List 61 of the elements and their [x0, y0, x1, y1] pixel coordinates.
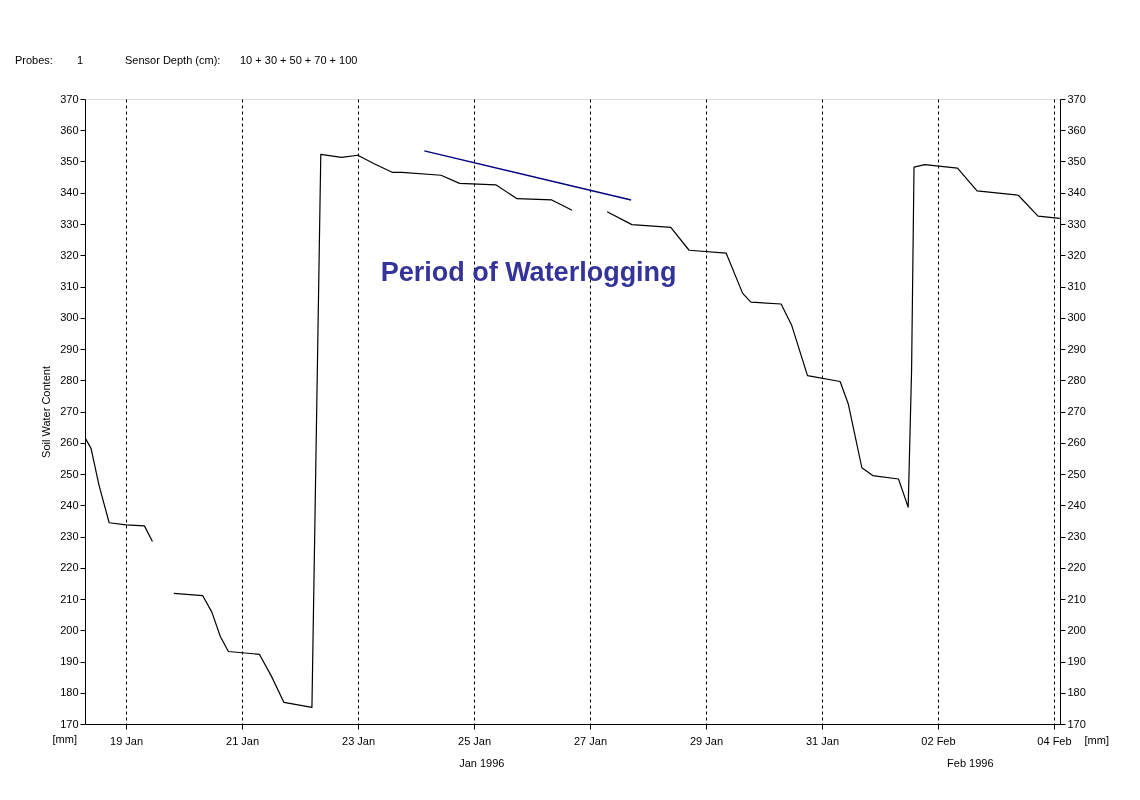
x-tick-label: 04 Feb	[1037, 734, 1072, 747]
y2-tick-label: 290	[1067, 342, 1086, 355]
y-tick-label: 320	[60, 248, 79, 261]
y-tick-label: 250	[60, 467, 79, 480]
y2-tick-label: 340	[1067, 186, 1086, 199]
y-tick-label: 230	[60, 530, 79, 542]
text: Sensor Depth (cm):	[125, 54, 221, 66]
x-tick-label: 29 Jan	[689, 734, 724, 747]
y-tick-label: 290	[60, 342, 79, 355]
y2-tick-label: 200	[1067, 623, 1086, 636]
y-tick-label: 180	[60, 686, 79, 699]
y2-tick-label: 180	[1067, 686, 1086, 699]
annotation: Period of Waterlogging	[380, 256, 677, 287]
y2-tick-label: 170	[1067, 717, 1086, 730]
y-tick-label: 260	[60, 436, 79, 449]
y-tick-label: 190	[60, 655, 79, 667]
text: 1	[77, 54, 84, 66]
y-tick-label: 350	[60, 155, 79, 167]
y2-tick-label: 330	[1067, 217, 1086, 230]
text: 10 + 30 + 50 + 70 + 100	[240, 54, 358, 66]
y2-tick-label: 230	[1067, 530, 1086, 542]
y2-tick-label: 260	[1067, 436, 1086, 449]
x-tick-label: 21 Jan	[226, 734, 260, 747]
y-tick-label: 200	[60, 623, 79, 636]
y-tick-label: 170	[60, 717, 79, 730]
y2-tick-label: 360	[1067, 123, 1086, 136]
y2-tick-label: 300	[1067, 311, 1086, 324]
y-tick-label: 210	[60, 592, 79, 605]
x-tick-label: 02 Feb	[921, 734, 956, 747]
y2-tick-label: 270	[1067, 405, 1086, 417]
y-tick-label: 370	[60, 92, 79, 105]
y-tick-label: 310	[60, 280, 79, 292]
y2-tick-label: 310	[1067, 280, 1086, 292]
text: Jan 1996	[459, 757, 505, 769]
y-tick-label: 330	[60, 217, 79, 230]
y2-tick-label: 250	[1067, 467, 1086, 480]
text: Probes:	[15, 54, 53, 66]
y-tick-label: 340	[60, 186, 79, 199]
y2-tick-label: 210	[1067, 592, 1086, 605]
y2-tick-label: 320	[1067, 248, 1086, 261]
y2-axis-title: [mm]	[1084, 733, 1109, 746]
y-tick-label: 360	[60, 123, 79, 136]
x-tick-label: 19 Jan	[110, 734, 144, 747]
y-tick-label: 300	[60, 311, 79, 324]
y-tick-label: 240	[60, 498, 79, 511]
y2-tick-label: 370	[1067, 92, 1086, 105]
x-tick-label: 23 Jan	[342, 734, 376, 747]
y2-tick-label: 220	[1067, 561, 1086, 574]
text: Feb 1996	[947, 757, 994, 769]
y2-tick-label: 280	[1067, 373, 1086, 386]
x-tick-label: 27 Jan	[574, 734, 608, 747]
y2-tick-label: 350	[1067, 155, 1086, 167]
x-tick-label: 31 Jan	[805, 734, 839, 747]
x-tick-label: 25 Jan	[458, 734, 492, 747]
y-tick-label: 270	[60, 405, 79, 417]
y-tick-label: 280	[60, 373, 79, 386]
y-axis-title: Soil Water Content	[40, 366, 53, 458]
y2-tick-label: 240	[1067, 498, 1086, 511]
y-tick-label: 220	[60, 561, 79, 574]
text: [mm]	[52, 733, 77, 745]
y2-tick-label: 190	[1067, 655, 1086, 667]
